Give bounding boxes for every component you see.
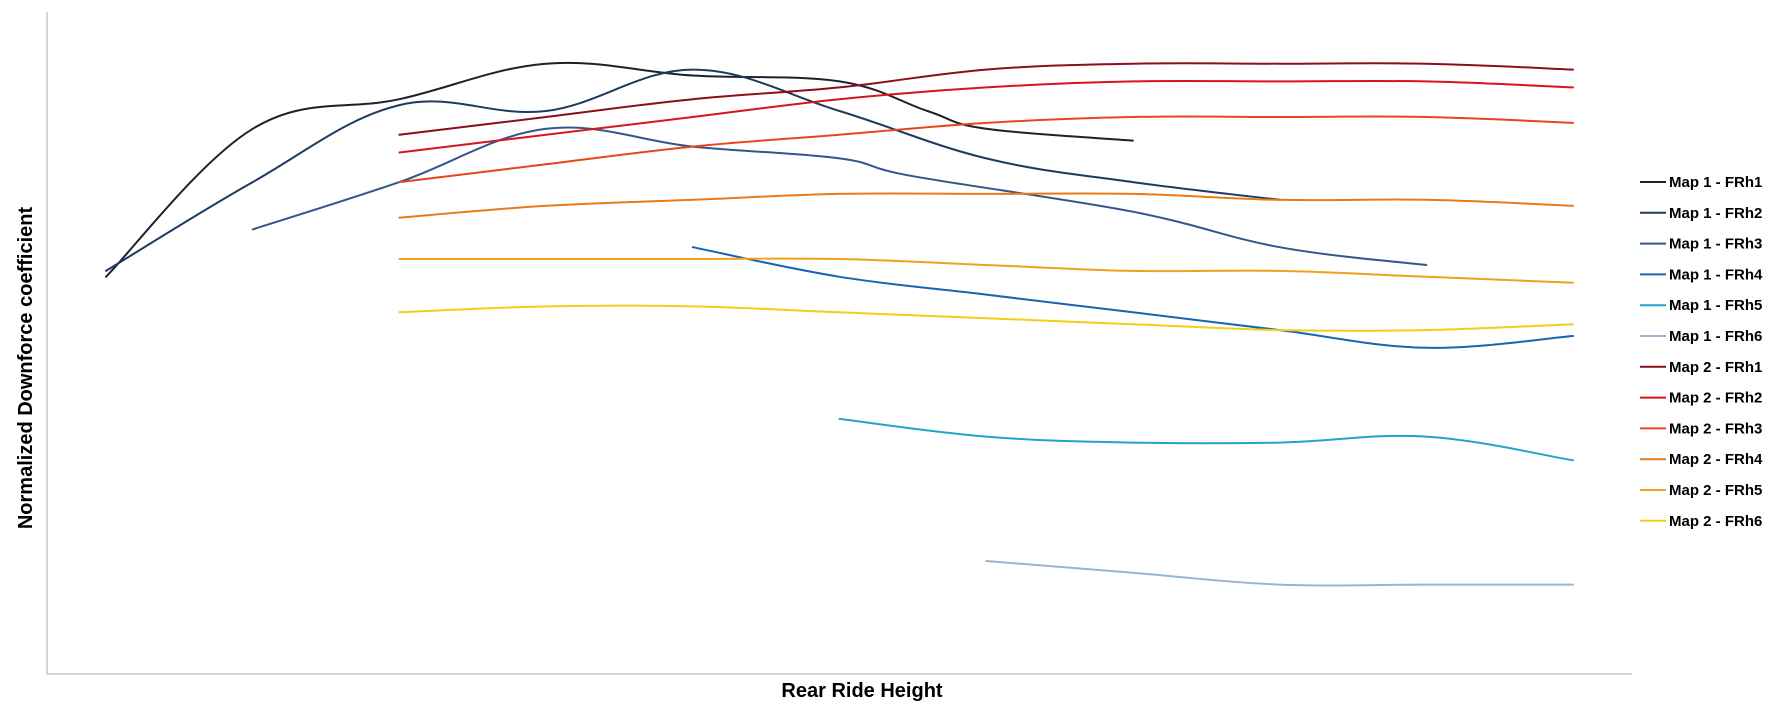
legend-label: Map 1 - FRh6 (1669, 328, 1762, 345)
legend-item-map-1-frh6: Map 1 - FRh6 (1640, 328, 1762, 345)
legend-item-map-1-frh2: Map 1 - FRh2 (1640, 205, 1762, 222)
series-line-map-2-frh3 (398, 115, 1574, 184)
legend-item-map-1-frh4: Map 1 - FRh4 (1640, 266, 1763, 283)
series-line-map-1-frh3 (251, 126, 1428, 266)
series-line-map-2-frh4 (398, 192, 1574, 219)
legend-item-map-2-frh5: Map 2 - FRh5 (1640, 482, 1762, 499)
legend-item-map-2-frh6: Map 2 - FRh6 (1640, 513, 1762, 530)
legend-item-map-2-frh3: Map 2 - FRh3 (1640, 420, 1762, 437)
legend-label: Map 2 - FRh4 (1669, 451, 1763, 468)
legend-label: Map 2 - FRh3 (1669, 420, 1762, 437)
series-line-map-2-frh6 (398, 304, 1574, 332)
series-line-map-1-frh1 (105, 61, 1134, 278)
series-line-map-1-frh6 (985, 560, 1574, 587)
legend-label: Map 1 - FRh1 (1669, 174, 1762, 191)
legend-item-map-2-frh2: Map 2 - FRh2 (1640, 390, 1762, 407)
legend-label: Map 2 - FRh1 (1669, 359, 1762, 376)
x-axis-label: Rear Ride Height (781, 680, 942, 702)
legend-label: Map 2 - FRh6 (1669, 513, 1762, 530)
series-layer (105, 61, 1574, 587)
legend-label: Map 1 - FRh3 (1669, 236, 1762, 253)
legend-label: Map 1 - FRh2 (1669, 205, 1762, 222)
series-line-map-1-frh4 (691, 246, 1574, 349)
legend-label: Map 1 - FRh4 (1669, 266, 1763, 283)
legend-item-map-2-frh4: Map 2 - FRh4 (1640, 451, 1763, 468)
series-line-map-1-frh5 (838, 417, 1574, 462)
legend-label: Map 2 - FRh2 (1669, 390, 1762, 407)
legend-label: Map 1 - FRh5 (1669, 297, 1762, 314)
legend-item-map-1-frh1: Map 1 - FRh1 (1640, 174, 1762, 191)
legend-item-map-2-frh1: Map 2 - FRh1 (1640, 359, 1762, 376)
legend-item-map-1-frh3: Map 1 - FRh3 (1640, 236, 1762, 253)
legend: Map 1 - FRh1 Map 1 - FRh2 Map 1 - FRh3 Map … (1640, 174, 1763, 530)
y-axis-label: Normalized Downforce coefficient (15, 207, 37, 530)
series-line-map-2-frh2 (398, 79, 1574, 154)
series-line-map-2-frh1 (398, 62, 1574, 136)
legend-item-map-1-frh5: Map 1 - FRh5 (1640, 297, 1762, 314)
legend-label: Map 2 - FRh5 (1669, 482, 1762, 499)
series-line-map-1-frh2 (105, 68, 1281, 272)
axes (46, 12, 1632, 675)
series-line-map-2-frh5 (398, 257, 1574, 284)
